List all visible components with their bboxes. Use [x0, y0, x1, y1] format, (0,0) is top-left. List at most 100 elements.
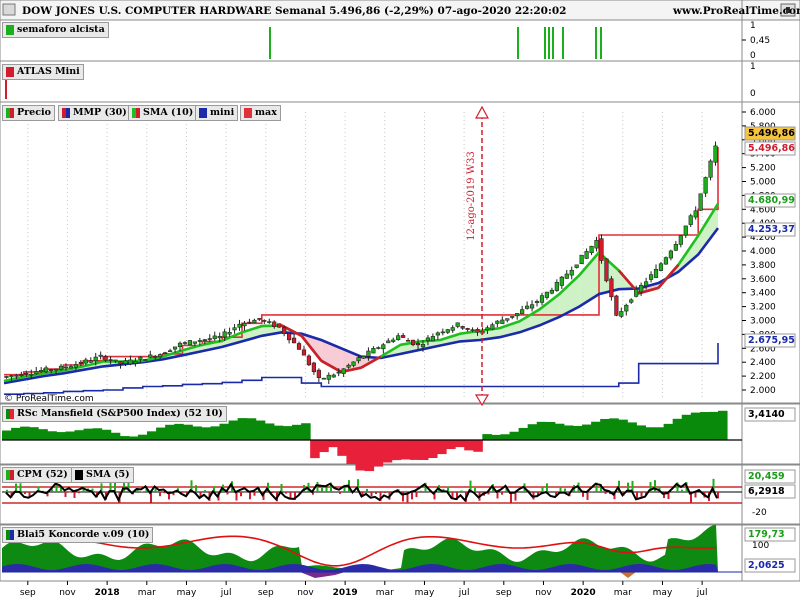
- rsc-positive-bar: [600, 418, 610, 440]
- rsc-positive-bar: [645, 427, 656, 440]
- candle-up: [425, 337, 431, 342]
- rsc-positive-bar: [156, 427, 166, 440]
- candle-down: [415, 343, 421, 346]
- rsc-negative-bar: [310, 440, 320, 459]
- x-axis-label: mar: [614, 588, 632, 598]
- rsc-positive-bar: [663, 423, 674, 440]
- candle-up: [554, 282, 559, 291]
- rsc-positive-bar: [110, 432, 121, 440]
- cpm-positive-bar: [654, 480, 656, 492]
- rsc-positive-bar: [56, 432, 66, 440]
- rsc-negative-bar: [373, 440, 384, 467]
- x-axis-label: 2018: [95, 588, 120, 598]
- candle-up: [217, 336, 222, 339]
- cpm-negative-bar: [456, 492, 458, 500]
- candle-down: [153, 356, 158, 358]
- rsc-positive-bar: [690, 412, 701, 440]
- cpm-positive-bar: [474, 488, 476, 492]
- cpm-negative-bar: [555, 492, 557, 495]
- candle-up: [658, 263, 664, 271]
- rsc-positive-bar: [482, 434, 492, 440]
- cpm-negative-bar: [411, 492, 413, 500]
- cpm-positive-bar: [19, 483, 22, 492]
- rsc-positive-bar: [101, 429, 112, 440]
- candle-down: [410, 339, 416, 346]
- rsc-negative-bar: [418, 440, 429, 460]
- rsc-positive-bar: [292, 424, 302, 440]
- price-tick-label: 3.200: [750, 303, 776, 313]
- rsc-positive-bar: [137, 434, 148, 440]
- bull-spread-fill: [559, 275, 580, 317]
- candle-up: [569, 269, 574, 276]
- rsc-negative-bar: [346, 440, 356, 465]
- bull-spread-fill: [261, 325, 282, 336]
- candle-up: [584, 251, 589, 259]
- candle-up: [237, 323, 242, 328]
- candle-up: [515, 313, 520, 317]
- cpm-positive-bar: [91, 488, 94, 492]
- candle-down: [406, 340, 411, 342]
- koncorde-low-bg: [744, 558, 796, 573]
- cpm-negative-bar: [379, 492, 382, 502]
- candle-up: [361, 355, 366, 359]
- rsc-positive-bar: [183, 424, 193, 440]
- x-axis-label: may: [415, 588, 435, 598]
- cpm-positive-bar: [204, 490, 206, 492]
- candle-up: [197, 340, 202, 342]
- candle-down: [277, 323, 282, 328]
- cpm-negative-bar: [667, 492, 670, 500]
- rsc-negative-bar: [382, 440, 393, 463]
- rsc-positive-bar: [128, 436, 139, 440]
- x-axis-label: jul: [458, 588, 470, 598]
- candle-up: [88, 360, 93, 363]
- price-tick-label: 5.600: [750, 136, 776, 146]
- candle-down: [272, 321, 277, 328]
- cpm-positive-bar: [559, 486, 562, 492]
- rsc-positive-bar: [246, 418, 257, 440]
- candle-up: [435, 332, 440, 336]
- candle-up: [495, 320, 500, 324]
- cpm-negative-bar: [235, 492, 238, 501]
- candle-up: [222, 331, 227, 338]
- cpm-positive-bar: [154, 488, 157, 492]
- price-tag-bg: [744, 222, 796, 237]
- rsc-positive-bar: [255, 420, 266, 440]
- cpm-positive-bar: [519, 491, 521, 492]
- price-tag-bg: [744, 333, 796, 348]
- cpm-negative-bar: [510, 492, 512, 503]
- rsc-positive-bar: [165, 424, 175, 440]
- rsc-positive-bar: [509, 431, 520, 440]
- rsc-positive-bar: [654, 427, 665, 440]
- cpm-positive-bar: [6, 489, 8, 492]
- rsc-positive-bar: [545, 421, 556, 440]
- cpm-positive-bar: [424, 482, 427, 492]
- cpm-negative-bar: [582, 492, 584, 497]
- candle-down: [257, 318, 262, 320]
- candle-up: [579, 254, 584, 264]
- rsc-negative-bar: [455, 440, 465, 448]
- cpm-positive-bar: [447, 486, 449, 492]
- rsc-positive-bar: [627, 422, 637, 440]
- x-axis-label: jul: [220, 588, 232, 598]
- cpm-negative-bar: [312, 492, 314, 495]
- candle-up: [450, 327, 455, 331]
- rsc-positive-bar: [147, 431, 157, 440]
- sma-bear-segment: [657, 264, 680, 289]
- candle-up: [341, 368, 346, 374]
- cpm-negative-bar: [271, 492, 274, 494]
- bear-spread-fill: [321, 340, 342, 372]
- cpm-positive-bar: [316, 481, 319, 492]
- cpm-positive-bar: [631, 480, 634, 492]
- candle-down: [301, 349, 307, 356]
- candle-down: [287, 333, 292, 341]
- cpm-positive-bar: [114, 481, 116, 492]
- candle-down: [78, 361, 83, 364]
- rsc-positive-bar: [38, 429, 48, 440]
- rsc-positive-bar: [672, 418, 683, 440]
- cpm-positive-bar: [267, 482, 269, 492]
- candle-up: [629, 299, 634, 303]
- x-axis-label: mar: [138, 588, 156, 598]
- candle-up: [182, 342, 188, 344]
- sma-bear-segment: [320, 359, 342, 374]
- rsc-positive-bar: [636, 425, 646, 440]
